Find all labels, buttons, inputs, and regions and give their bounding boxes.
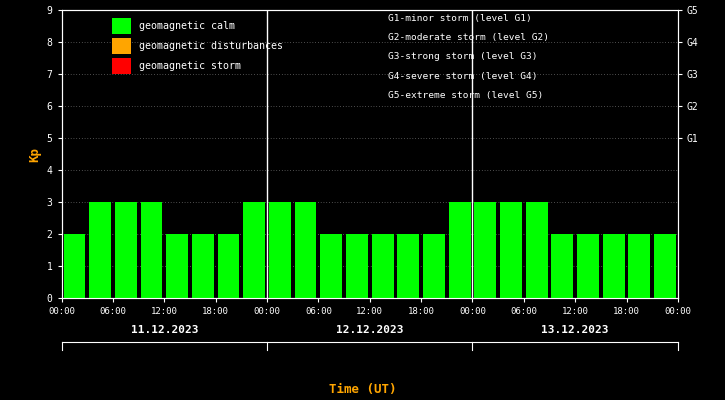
Text: geomagnetic disturbances: geomagnetic disturbances bbox=[139, 41, 283, 51]
Bar bbox=[500, 202, 522, 298]
Text: 12.12.2023: 12.12.2023 bbox=[336, 325, 404, 335]
Text: G2-moderate storm (level G2): G2-moderate storm (level G2) bbox=[388, 33, 549, 42]
Bar bbox=[449, 202, 471, 298]
Bar bbox=[577, 234, 599, 298]
Bar bbox=[654, 234, 676, 298]
Bar bbox=[346, 234, 368, 298]
Text: G4-severe storm (level G4): G4-severe storm (level G4) bbox=[388, 72, 537, 81]
Bar bbox=[218, 234, 239, 298]
Text: G1-minor storm (level G1): G1-minor storm (level G1) bbox=[388, 14, 531, 23]
Bar bbox=[526, 202, 547, 298]
Bar bbox=[166, 234, 188, 298]
Bar bbox=[192, 234, 214, 298]
Bar bbox=[423, 234, 445, 298]
Bar bbox=[64, 234, 86, 298]
Bar bbox=[320, 234, 342, 298]
Text: 11.12.2023: 11.12.2023 bbox=[130, 325, 198, 335]
Bar bbox=[552, 234, 573, 298]
Text: 13.12.2023: 13.12.2023 bbox=[542, 325, 609, 335]
Bar bbox=[397, 234, 419, 298]
Bar bbox=[244, 202, 265, 298]
Text: Time (UT): Time (UT) bbox=[328, 383, 397, 396]
Bar bbox=[141, 202, 162, 298]
Bar bbox=[269, 202, 291, 298]
Bar bbox=[115, 202, 137, 298]
Bar bbox=[372, 234, 394, 298]
Bar bbox=[629, 234, 650, 298]
Text: G5-extreme storm (level G5): G5-extreme storm (level G5) bbox=[388, 91, 543, 100]
Text: geomagnetic storm: geomagnetic storm bbox=[139, 61, 241, 71]
Text: G3-strong storm (level G3): G3-strong storm (level G3) bbox=[388, 52, 537, 61]
Bar bbox=[474, 202, 496, 298]
Y-axis label: Kp: Kp bbox=[28, 146, 41, 162]
Bar bbox=[294, 202, 317, 298]
Bar bbox=[89, 202, 111, 298]
Bar bbox=[602, 234, 625, 298]
Text: geomagnetic calm: geomagnetic calm bbox=[139, 21, 235, 31]
